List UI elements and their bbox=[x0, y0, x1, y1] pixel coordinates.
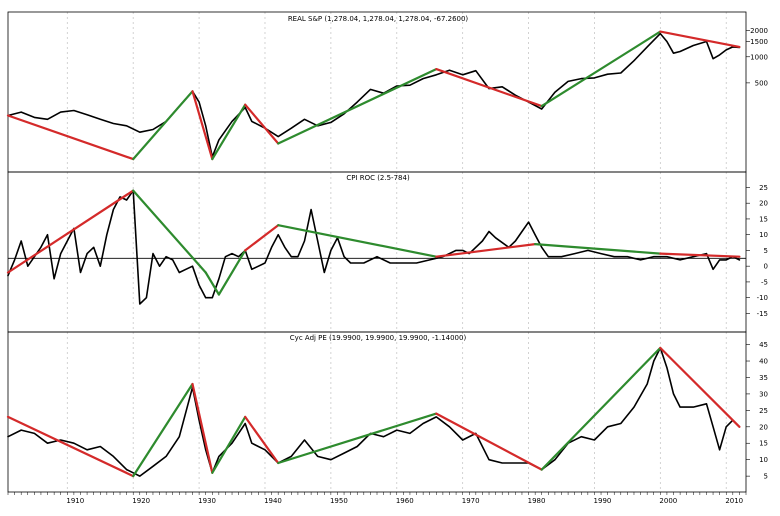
panel-2-trend-line-8 bbox=[533, 243, 662, 255]
y-tick-label: 5 bbox=[764, 247, 768, 255]
y-tick-label: 10 bbox=[759, 231, 768, 239]
panel-1-title: REAL S&P (1,278.04, 1,278.04, 1,278.04, … bbox=[288, 15, 469, 23]
panel-1-trend-line-5 bbox=[244, 103, 280, 145]
y-tick-label: 30 bbox=[759, 390, 768, 398]
y-tick-label: 40 bbox=[759, 358, 768, 366]
panel-2-trend-line-1 bbox=[6, 189, 135, 274]
panel-1-trend-line-3 bbox=[191, 90, 214, 161]
grid-layer bbox=[66, 12, 727, 492]
panel-2-trend-line-5 bbox=[244, 224, 280, 252]
panel-1-trend-line-8 bbox=[540, 30, 662, 108]
y-tick-label: 0 bbox=[764, 263, 768, 271]
y-tick-label: 45 bbox=[759, 341, 768, 349]
y-tick-label: -5 bbox=[761, 278, 768, 286]
x-tick-label-1940: 1940 bbox=[264, 497, 282, 505]
panel-2-title: CPI ROC (2.5-784) bbox=[346, 174, 410, 182]
y-tick-label: 35 bbox=[759, 374, 768, 382]
x-tick-label-1960: 1960 bbox=[396, 497, 414, 505]
y-tick-label: 500 bbox=[755, 79, 768, 87]
y-tick-label: 10 bbox=[759, 456, 768, 464]
x-tick-label-1920: 1920 bbox=[132, 497, 150, 505]
panel-3-trend-line-7 bbox=[435, 412, 543, 471]
panel-3-trend-line-2 bbox=[132, 382, 194, 478]
panel-3-trend-line-4 bbox=[211, 415, 247, 474]
panel-3-trend-line-9 bbox=[659, 346, 741, 428]
panel-1-trend-line-9 bbox=[659, 30, 741, 49]
panel-3-trend-line-6 bbox=[277, 412, 438, 465]
panel-1-trend-line-7 bbox=[435, 67, 543, 108]
x-tick-label-1950: 1950 bbox=[330, 497, 348, 505]
panel-3-price-line bbox=[7, 347, 741, 477]
panel-2-price-line bbox=[7, 189, 741, 305]
panel-1-trend-line-6 bbox=[277, 67, 438, 145]
y-tick-label: 2000 bbox=[750, 27, 768, 35]
panel-2-trend-line-7 bbox=[435, 243, 537, 258]
panel-1-trend-line-1 bbox=[6, 114, 135, 161]
panel-2-trend-line-3 bbox=[204, 271, 220, 296]
panel-2-trend-line-4 bbox=[217, 249, 247, 296]
y-tick-label: -10 bbox=[757, 294, 768, 302]
y-tick-label: 25 bbox=[759, 184, 768, 192]
y-tick-label: 15 bbox=[759, 215, 768, 223]
x-tick-label-1910: 1910 bbox=[66, 497, 84, 505]
panel-3-trend-line-3 bbox=[191, 382, 214, 474]
y-tick-label: -15 bbox=[757, 310, 768, 318]
panel-2-trend-line-6 bbox=[277, 224, 438, 258]
x-tick-label-1980: 1980 bbox=[528, 497, 546, 505]
panel-2-trend-line-2 bbox=[132, 189, 207, 274]
x-tick-label-1930: 1930 bbox=[198, 497, 216, 505]
y-tick-label: 25 bbox=[759, 407, 768, 415]
panel-1-trend-line-2 bbox=[132, 90, 194, 161]
panel-3-trend-line-8 bbox=[540, 346, 662, 471]
x-tick-label-2010: 2010 bbox=[725, 497, 743, 505]
y-tick-label: 20 bbox=[759, 200, 768, 208]
axis-layer: 1910 1920 1930 1940 1950 1960 1970 1980 1990 2000… bbox=[7, 27, 768, 505]
panel-1-trend-line-4 bbox=[211, 103, 247, 161]
panel-3-trend-line-5 bbox=[244, 415, 280, 465]
y-tick-label: 20 bbox=[759, 423, 768, 431]
x-tick-label-2000: 2000 bbox=[659, 497, 677, 505]
panel-2-trend-line-9 bbox=[659, 252, 741, 258]
y-tick-label: 5 bbox=[764, 473, 768, 481]
x-tick-label-1970: 1970 bbox=[462, 497, 480, 505]
panel-3-title: Cyc Adj PE (19.9900, 19.9900, 19.9900, -… bbox=[290, 334, 467, 342]
y-tick-label: 15 bbox=[759, 440, 768, 448]
y-tick-label: 1500 bbox=[750, 38, 768, 46]
x-tick-label-1990: 1990 bbox=[594, 497, 612, 505]
panel-3-trend-line-1 bbox=[6, 415, 135, 478]
y-tick-label: 1000 bbox=[750, 53, 768, 61]
